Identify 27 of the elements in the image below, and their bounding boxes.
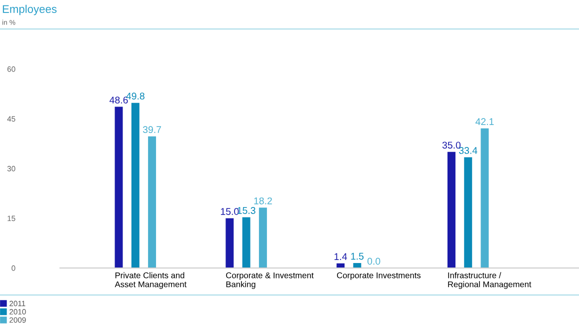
bar: [114, 106, 123, 268]
bar: [131, 102, 140, 268]
data-label: 1.5: [351, 252, 364, 260]
bar: [480, 128, 489, 268]
x-tick-label: Corporate Investments: [337, 272, 421, 280]
x-tick-label: Corporate & Investment Banking: [226, 272, 314, 289]
bar: [242, 217, 250, 268]
data-label: 48.6: [110, 96, 128, 104]
data-label: 49.8: [126, 92, 144, 100]
bar: [226, 218, 234, 268]
bar: [258, 208, 267, 268]
bar: [353, 263, 362, 268]
data-label: 35.0: [442, 142, 461, 149]
x-tick-label: Private Clients and Asset Management: [114, 272, 187, 289]
bar: [148, 136, 156, 268]
data-label: 15.3: [238, 207, 256, 214]
data-label: 33.4: [459, 147, 478, 154]
data-label: 0.0: [367, 258, 380, 265]
data-label: 42.1: [476, 118, 494, 125]
data-label: 15.0: [220, 208, 239, 215]
data-label: 1.4: [334, 253, 348, 260]
bar: [447, 152, 456, 268]
data-label: 39.7: [142, 126, 162, 134]
bar: [464, 157, 472, 268]
x-tick-label: Infrastructure / Regional Management: [448, 272, 532, 289]
chart-title: Employees: [2, 4, 57, 16]
data-label: 18.2: [254, 197, 272, 204]
